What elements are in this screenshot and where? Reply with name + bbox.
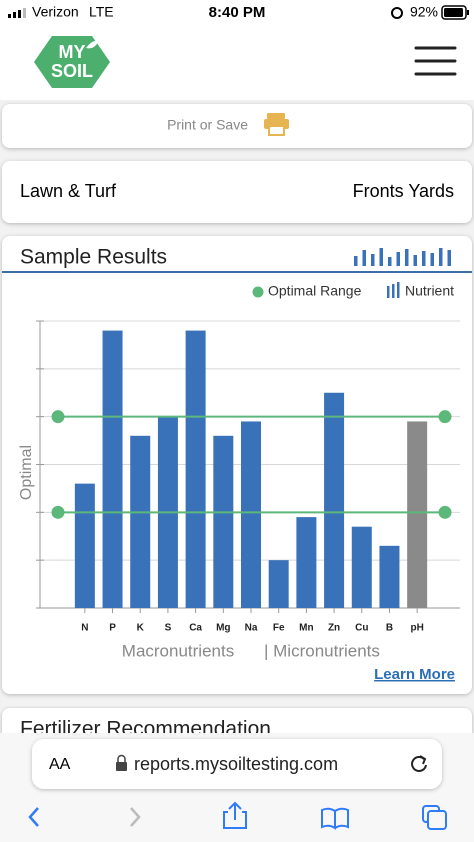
menu-button[interactable] bbox=[414, 46, 457, 76]
back-button[interactable] bbox=[28, 807, 39, 827]
bar bbox=[324, 392, 345, 608]
logo-text: MY bbox=[59, 42, 86, 62]
optimal-marker bbox=[51, 410, 65, 424]
tabs-button[interactable] bbox=[422, 805, 447, 830]
logo-badge[interactable] bbox=[34, 36, 110, 88]
bar bbox=[351, 526, 372, 608]
x-tick-label: K bbox=[137, 623, 145, 634]
legend-label: Nutrient bbox=[405, 283, 454, 299]
bar bbox=[213, 435, 234, 608]
legend-marker bbox=[397, 282, 400, 298]
bar bbox=[268, 560, 289, 608]
bar bbox=[185, 330, 206, 608]
icon-bar bbox=[396, 252, 400, 266]
x-tick-label: Mg bbox=[216, 623, 230, 634]
alarm-icon bbox=[391, 7, 403, 19]
logo-text: SOIL bbox=[51, 61, 93, 81]
chart: Optimal Range Nutrient Optimal N P K S Ca Mg Na Fe… bbox=[18, 282, 460, 683]
icon-bar bbox=[354, 256, 358, 266]
share-button[interactable] bbox=[223, 801, 247, 829]
print-button[interactable]: Print or Save bbox=[167, 117, 248, 133]
x-tick-label: Cu bbox=[355, 623, 368, 634]
x-tick-label: Ca bbox=[189, 623, 202, 634]
text-size-button[interactable]: AA bbox=[49, 756, 71, 773]
forward-button[interactable] bbox=[130, 807, 141, 827]
network: LTE bbox=[89, 4, 114, 20]
icon-bar bbox=[422, 251, 426, 266]
x-tick-label: Zn bbox=[328, 623, 340, 634]
icon-bar bbox=[362, 250, 366, 266]
legend-marker bbox=[252, 286, 264, 298]
icon-bar bbox=[439, 248, 443, 266]
bar bbox=[102, 330, 123, 608]
carrier: Verizon bbox=[32, 4, 79, 20]
x-tick-label: Mn bbox=[299, 623, 313, 634]
optimal-marker bbox=[438, 410, 452, 424]
bar bbox=[296, 517, 317, 608]
optimal-marker bbox=[51, 505, 65, 519]
reload-button[interactable] bbox=[411, 755, 427, 772]
lock-icon bbox=[116, 754, 127, 771]
site-type: Lawn & Turf bbox=[20, 181, 117, 201]
x-tick-label: pH bbox=[410, 623, 423, 634]
x-tick-label: Fe bbox=[273, 623, 285, 634]
logo-leaf bbox=[86, 40, 98, 49]
address-bar[interactable] bbox=[32, 739, 442, 789]
icon-bar bbox=[430, 253, 434, 266]
clock: 8:40 PM bbox=[209, 4, 266, 21]
x-tick-label: P bbox=[109, 623, 116, 634]
bookmarks-button[interactable] bbox=[321, 807, 349, 830]
bar bbox=[241, 421, 261, 608]
bar bbox=[407, 421, 428, 608]
icon-bar bbox=[447, 250, 451, 266]
x-tick-label: N bbox=[81, 623, 88, 634]
bar bbox=[74, 483, 95, 608]
icon-bar bbox=[413, 255, 417, 266]
icon-bar bbox=[405, 249, 409, 266]
learn-more-link[interactable]: Learn More bbox=[374, 666, 455, 683]
site-card bbox=[2, 161, 472, 223]
chart-title: Sample Results bbox=[20, 246, 167, 269]
site-location: Fronts Yards bbox=[353, 181, 454, 201]
battery-percent: 92% bbox=[410, 4, 438, 20]
optimal-marker bbox=[438, 505, 452, 519]
x-tick-label: Na bbox=[245, 623, 258, 634]
print-card bbox=[2, 104, 472, 148]
x-tick-label: S bbox=[165, 623, 172, 634]
legend-marker bbox=[392, 284, 395, 298]
group-label: Macronutrients bbox=[122, 641, 234, 660]
signal-icon bbox=[8, 8, 26, 18]
legend-marker bbox=[387, 286, 390, 298]
icon-bar bbox=[379, 248, 383, 266]
battery-icon bbox=[441, 5, 469, 20]
legend-label: Optimal Range bbox=[268, 283, 362, 299]
bar bbox=[379, 545, 400, 608]
y-axis-label: Optimal bbox=[18, 445, 35, 500]
icon-bar bbox=[388, 257, 392, 266]
url: reports.mysoiltesting.com bbox=[134, 754, 338, 774]
printer-icon[interactable] bbox=[264, 113, 289, 136]
icon-bar bbox=[371, 254, 375, 266]
bar bbox=[130, 435, 151, 608]
x-tick-label: B bbox=[386, 623, 393, 634]
chart-icon bbox=[354, 248, 451, 266]
group-label: | Micronutrients bbox=[264, 641, 380, 660]
